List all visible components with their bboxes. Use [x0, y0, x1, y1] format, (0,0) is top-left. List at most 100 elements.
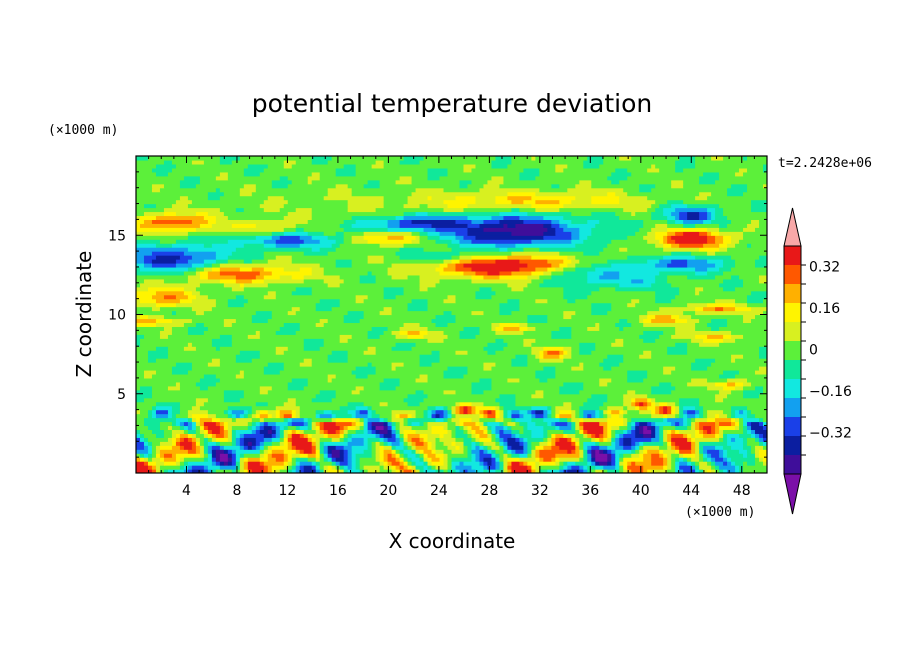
heatmap-cell — [327, 457, 333, 462]
heatmap-cell — [367, 445, 373, 450]
heatmap-cell — [303, 358, 313, 363]
heatmap-cell — [667, 405, 672, 411]
heatmap-cell — [291, 433, 301, 438]
heatmap-cell — [335, 262, 353, 268]
heatmap-cell — [643, 338, 656, 343]
heatmap-cell — [559, 223, 568, 228]
heatmap-cell — [136, 302, 157, 308]
heatmap-cell — [295, 445, 313, 450]
heatmap-cell — [195, 266, 205, 272]
heatmap-cell — [207, 294, 237, 300]
heatmap-cell — [383, 457, 389, 462]
heatmap-cell — [695, 417, 708, 423]
heatmap-cell — [187, 259, 205, 264]
heatmap-cell — [483, 183, 501, 189]
heatmap-cell — [571, 330, 644, 335]
heatmap-cell — [263, 461, 285, 466]
heatmap-cell — [311, 290, 385, 296]
heatmap-cell — [311, 171, 321, 177]
heatmap-cell — [503, 215, 520, 220]
colorbar-extend-max — [783, 207, 802, 247]
heatmap-cell — [143, 203, 157, 209]
x-tick-label: 48 — [733, 483, 751, 499]
heatmap-cell — [587, 397, 608, 403]
heatmap-cell — [499, 461, 505, 466]
heatmap-cell — [427, 461, 433, 466]
heatmap-cell — [603, 247, 620, 252]
heatmap-cell — [331, 453, 341, 458]
heatmap-cell — [619, 362, 692, 367]
heatmap-cell — [136, 366, 173, 371]
heatmap-cell — [383, 441, 389, 446]
heatmap-cell — [487, 461, 493, 466]
heatmap-cell — [275, 294, 357, 300]
heatmap-cell — [291, 469, 297, 473]
heatmap-cell — [575, 437, 580, 442]
heatmap-cell — [391, 445, 397, 450]
heatmap-cell — [263, 433, 273, 438]
heatmap-cell — [663, 409, 668, 415]
heatmap-cell — [563, 429, 576, 434]
heatmap-cell — [571, 437, 576, 442]
heatmap-cell — [415, 377, 429, 383]
heatmap-cell — [643, 469, 648, 473]
heatmap-cell — [427, 175, 441, 181]
heatmap-cell — [723, 457, 728, 462]
heatmap-cell — [151, 409, 157, 415]
heatmap-cell — [715, 433, 720, 438]
heatmap-cell — [227, 302, 245, 308]
heatmap-cell — [163, 326, 173, 331]
heatmap-cell — [667, 274, 688, 280]
heatmap-cell — [687, 262, 716, 268]
heatmap-cell — [543, 393, 592, 399]
heatmap-cell — [331, 417, 337, 423]
heatmap-cell — [419, 362, 433, 367]
heatmap-cell — [291, 409, 297, 415]
heatmap-cell — [299, 429, 305, 434]
heatmap-cell — [175, 239, 229, 244]
heatmap-cell — [391, 274, 409, 280]
heatmap-cell — [179, 195, 189, 201]
x-tick-label: 32 — [531, 483, 549, 499]
heatmap-cell — [503, 465, 509, 470]
heatmap-cell — [347, 409, 357, 415]
heatmap-cell — [539, 350, 544, 355]
heatmap-cell — [675, 207, 708, 213]
heatmap-cell — [735, 302, 748, 308]
heatmap-cell — [619, 247, 628, 252]
heatmap-cell — [255, 187, 329, 193]
heatmap-cell — [136, 255, 145, 260]
heatmap-cell — [691, 465, 696, 470]
heatmap-cell — [603, 425, 608, 431]
heatmap-cell — [507, 247, 524, 252]
heatmap-cell — [231, 159, 285, 165]
heatmap-cell — [675, 219, 684, 224]
heatmap-cell — [247, 413, 253, 419]
heatmap-cell — [599, 445, 608, 450]
heatmap-cell — [319, 469, 325, 473]
heatmap-cell — [763, 425, 767, 431]
heatmap-cell — [251, 441, 257, 446]
heatmap-cell — [743, 417, 760, 423]
heatmap-cell — [663, 207, 676, 213]
heatmap-cell — [435, 239, 453, 244]
heatmap-cell — [747, 409, 752, 415]
heatmap-cell — [583, 381, 600, 387]
heatmap-cell — [635, 433, 644, 438]
heatmap-cell — [587, 270, 604, 276]
heatmap-cell — [395, 437, 401, 442]
heatmap-cell — [136, 322, 157, 327]
heatmap-cell — [591, 179, 612, 185]
heatmap-cell — [739, 274, 760, 280]
heatmap-cell — [607, 175, 628, 181]
heatmap-cell — [151, 187, 161, 193]
heatmap-cell — [187, 266, 197, 272]
heatmap-cell — [615, 437, 620, 442]
heatmap-cell — [595, 322, 600, 327]
heatmap-cell — [431, 409, 437, 415]
heatmap-cell — [531, 409, 536, 415]
heatmap-cell — [259, 429, 269, 434]
heatmap-cell — [136, 461, 145, 466]
heatmap-cell — [203, 243, 213, 248]
x-axis-label: X coordinate — [389, 529, 516, 553]
